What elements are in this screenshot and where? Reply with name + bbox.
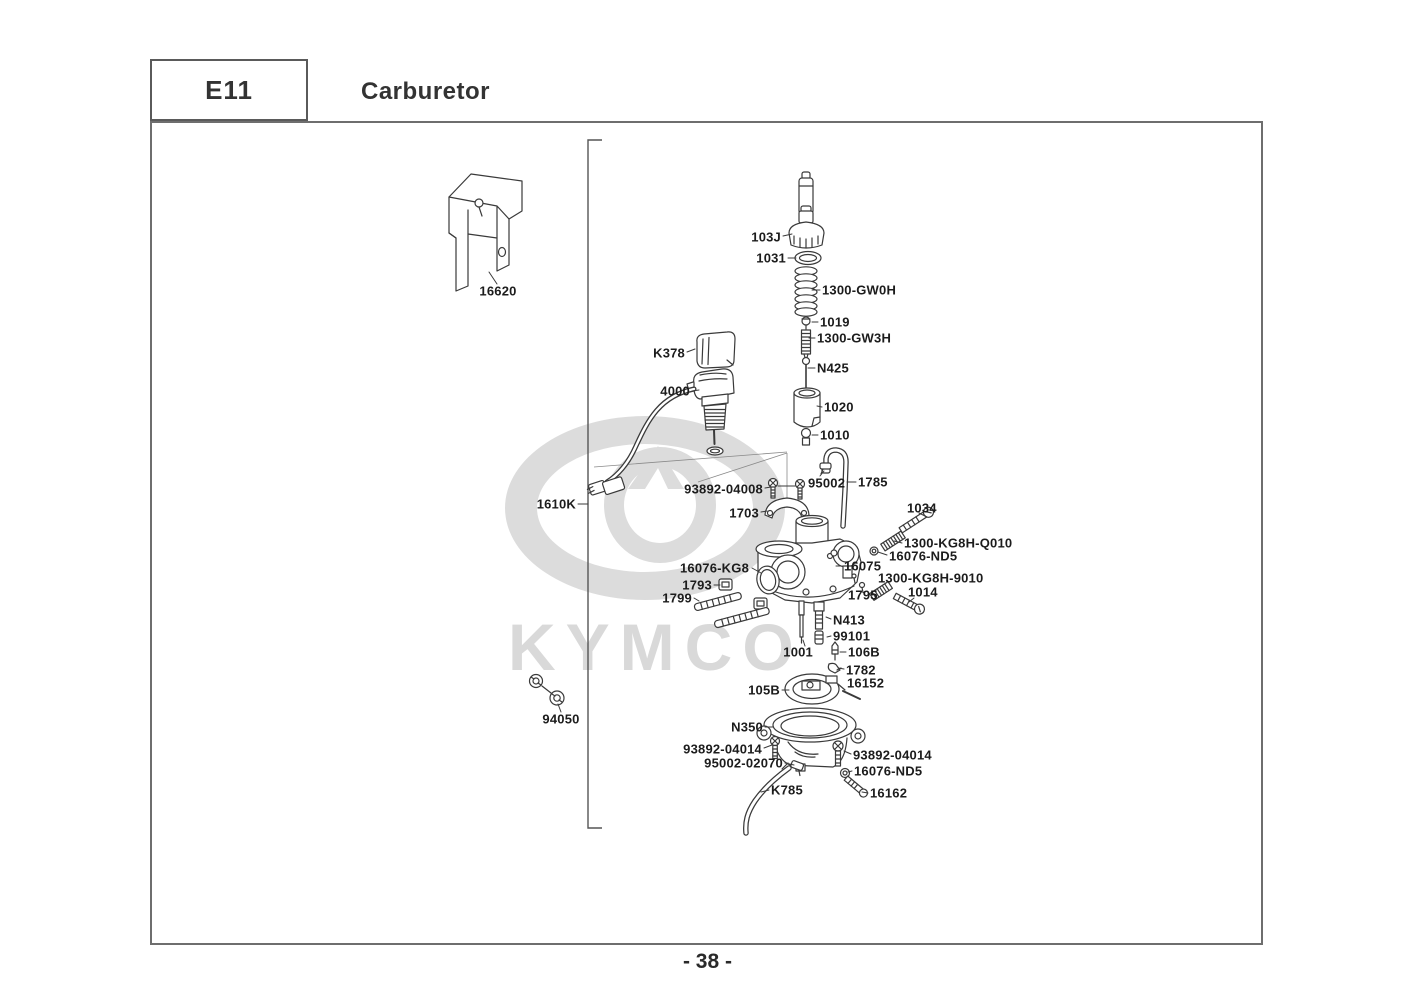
part-ND5-bot-drawing xyxy=(839,767,851,779)
part-label-p93892_04014_l: 93892-04014 xyxy=(683,741,762,757)
part-label-p1782: 1782 xyxy=(846,662,876,678)
part-94050-drawing xyxy=(528,673,565,706)
part-label-pK785: K785 xyxy=(771,782,803,798)
part-ND5-top-drawing xyxy=(869,546,879,556)
part-16076-KG8-drawing xyxy=(756,565,780,595)
part-label-p94050: 94050 xyxy=(542,711,580,727)
part-label-pND5_bot: 16076-ND5 xyxy=(854,763,923,779)
part-label-p9010: 1300-KG8H-9010 xyxy=(878,570,984,586)
part-105B-drawing xyxy=(784,673,846,705)
part-95002-drawing xyxy=(819,462,832,475)
part-label-p1010: 1010 xyxy=(820,427,850,443)
part-label-p16075: 16075 xyxy=(844,558,882,574)
part-103J-drawing xyxy=(788,205,825,249)
part-16162-drawing xyxy=(843,775,869,798)
part-16152-drawing xyxy=(842,690,861,700)
part-label-p16620: 16620 xyxy=(479,283,517,299)
part-label-p93892_04008: 93892-04008 xyxy=(684,481,763,497)
part-Q010-drawing xyxy=(880,530,906,552)
part-label-p1014: 1014 xyxy=(908,584,938,600)
part-label-p1034: 1034 xyxy=(907,500,937,516)
part-label-p95002_02070: 95002-02070 xyxy=(704,755,783,771)
part-label-p93892_04014_r: 93892-04014 xyxy=(853,747,932,763)
bystarter-cable-drawing xyxy=(586,386,697,496)
part-label-p1031: 1031 xyxy=(756,250,786,266)
part-label-p16162: 16162 xyxy=(870,785,908,801)
part-label-p1703: 1703 xyxy=(729,505,759,521)
part-label-p1793: 1793 xyxy=(682,577,712,593)
part-label-p1799: 1799 xyxy=(662,590,692,606)
part-label-pQ010: 1300-KG8H-Q010 xyxy=(904,535,1013,551)
part-1010-drawing xyxy=(800,427,812,446)
part-1031-drawing xyxy=(794,250,822,266)
part-label-p1019: 1019 xyxy=(820,314,850,330)
part-1001-drawing xyxy=(798,600,805,644)
part-label-p1795: 1795 xyxy=(848,587,878,603)
part-label-p1785: 1785 xyxy=(858,474,888,490)
part-16075-1795-drawing xyxy=(851,573,866,594)
page-number: - 38 - xyxy=(682,950,732,973)
carburetor-body-drawing xyxy=(755,514,862,604)
section-code-box: E11 xyxy=(150,59,308,121)
part-K785-drawing xyxy=(743,765,792,836)
section-code: E11 xyxy=(205,74,253,105)
kymco-watermark: KYMCO xyxy=(505,416,804,684)
part-label-pKG8: 16076-KG8 xyxy=(679,560,749,576)
part-1034-drawing xyxy=(898,506,935,534)
label-leader-lines xyxy=(488,233,928,794)
part-label-pN350: N350 xyxy=(731,719,763,735)
part-N350-drawing xyxy=(756,707,866,772)
part-label-p105B: 105B xyxy=(748,682,780,698)
page-title: Carburetor xyxy=(361,78,491,105)
part-4000-drawing xyxy=(686,368,735,456)
part-label-pND5_top: 16076-ND5 xyxy=(889,548,958,564)
part-label-p103J: 103J xyxy=(751,229,781,245)
part-1300GW3H-drawing xyxy=(800,329,812,362)
part-93892-04008-drawing xyxy=(767,477,806,500)
part-N425-drawing xyxy=(801,356,811,390)
cable-tube-drawing xyxy=(798,171,814,225)
part-label-p1300GW3H: 1300-GW3H xyxy=(817,330,892,346)
part-label-p1020: 1020 xyxy=(824,399,854,415)
part-16620-drawing xyxy=(448,173,523,292)
part-1019-drawing xyxy=(801,316,811,330)
part-1020-drawing xyxy=(793,387,821,428)
part-K378-drawing xyxy=(696,331,736,369)
part-99101-drawing xyxy=(814,630,824,645)
watermark-text: KYMCO xyxy=(508,610,804,684)
part-95002-02070-drawing xyxy=(790,760,805,777)
part-label-pN413: N413 xyxy=(833,612,865,628)
part-1014-drawing xyxy=(892,592,926,615)
part-1300GW0H-drawing xyxy=(794,266,818,317)
part-label-pN425: N425 xyxy=(817,360,849,376)
part-106B-drawing xyxy=(831,641,839,661)
part-9010-drawing xyxy=(868,581,894,601)
assembly-bracket xyxy=(587,139,602,829)
part-N413-drawing xyxy=(813,601,825,630)
part-93892-04014-drawing xyxy=(769,735,844,767)
part-label-p95002: 95002 xyxy=(808,475,846,491)
part-label-p1001: 1001 xyxy=(783,644,813,660)
part-label-p106B: 106B xyxy=(848,644,880,660)
part-label-pK378: K378 xyxy=(653,345,685,361)
part-label-p99101: 99101 xyxy=(833,628,871,644)
part-label-p1300GW0H: 1300-GW0H xyxy=(822,282,897,298)
part-label-p16152: 16152 xyxy=(847,675,885,691)
part-1799-drawing xyxy=(693,591,770,629)
part-label-p4000: 4000 xyxy=(660,383,690,399)
part-label-p1610K: 1610K xyxy=(536,496,576,512)
